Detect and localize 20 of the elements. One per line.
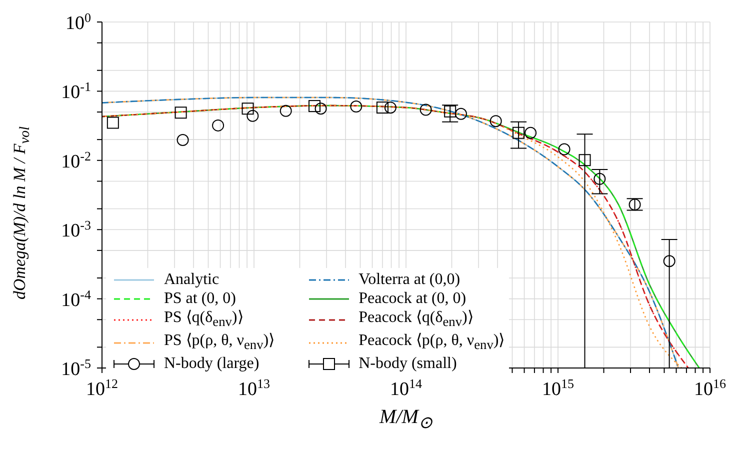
y-tick-label: 10$^{0}$ [66,10,91,34]
legend-label: PS ⟨q(δ$_{env}$)⟩ [164,308,244,332]
y-tick-label: 10$^{-4}$ [61,286,92,311]
x-tick-label: 10$^{16}$ [694,376,726,400]
legend-label: Peacock ⟨q(δ$_{env}$)⟩ [358,308,474,332]
x-tick-label: 10$^{13}$ [238,376,270,400]
y-tick-label: 10$^{-3}$ [61,217,91,242]
x-tick-label: 10$^{15}$ [542,376,574,400]
legend-label: Volterra at (0,0) [358,270,460,289]
legend-label: N-body (large) [164,354,260,374]
legend-label: PS at (0, 0) [164,289,236,308]
x-axis-title: M/M$_{⊙}$ [378,406,434,433]
legend-label: PS ⟨p(ρ, θ, ν$_{env}$)⟩ [164,331,275,354]
y-tick-label: 10$^{-1}$ [61,78,91,104]
legend-label: N-body (small) [358,354,457,374]
legend-label: Analytic [164,270,220,289]
legend-label: Peacock ⟨p(ρ, θ, ν$_{env}$)⟩ [358,331,505,354]
legend-label: Peacock at (0, 0) [358,289,466,308]
y-tick-label: 10$^{-2}$ [61,148,91,172]
x-tick-label: 10$^{14}$ [390,376,422,400]
